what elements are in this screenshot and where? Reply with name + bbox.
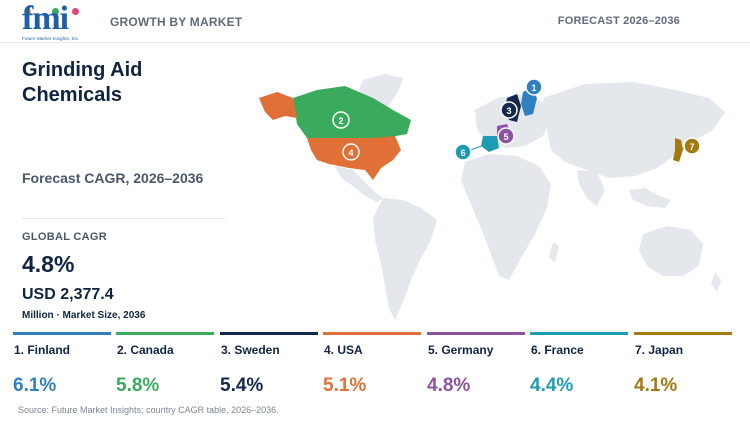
- svg-text:2: 2: [338, 116, 343, 126]
- alaska-shape: [259, 92, 297, 120]
- logo-tagline: Future Market Insights, Inc.: [22, 36, 80, 41]
- country-card-germany: 5. Germany 4.8%: [427, 332, 525, 402]
- country-color-bar: [220, 332, 318, 335]
- svg-text:6: 6: [460, 148, 465, 158]
- country-card-canada: 2. Canada 5.8%: [116, 332, 214, 402]
- market-size-value: USD 2,377.4: [22, 286, 114, 303]
- fmi-logo[interactable]: fmi Future Market Insights, Inc.: [22, 2, 94, 42]
- report-subtitle: Forecast CAGR, 2026–2036: [22, 170, 204, 186]
- country-color-bar: [13, 332, 111, 335]
- source-note: Source: Future Market Insights; country …: [18, 405, 279, 415]
- global-cagr-value: 4.8%: [22, 251, 75, 277]
- header-bar: fmi Future Market Insights, Inc. GROWTH …: [0, 0, 750, 43]
- marker-sweden[interactable]: 3: [500, 101, 518, 119]
- south-america-shape: [373, 198, 437, 320]
- japan-shape: [673, 138, 683, 162]
- market-size-unit: Million · Market Size, 2036: [22, 310, 146, 321]
- southeast-asia-shape: [629, 188, 671, 208]
- country-name: 6. France: [531, 343, 584, 357]
- australia-shape: [639, 226, 703, 276]
- marker-germany[interactable]: 5: [497, 127, 515, 145]
- asia-shape: [543, 82, 725, 178]
- country-cagr-value: 6.1%: [13, 375, 57, 396]
- world-map: 1 2 3 4 5 6 7: [259, 74, 725, 320]
- country-color-bar: [634, 332, 732, 335]
- country-name: 3. Sweden: [221, 343, 280, 357]
- marker-finland[interactable]: 1: [525, 78, 543, 96]
- country-card-france: 6. France 4.4%: [530, 332, 628, 402]
- growth-by-market-label: GROWTH BY MARKET: [110, 15, 243, 29]
- country-card-usa: 4. USA 5.1%: [323, 332, 421, 402]
- country-cagr-value: 5.1%: [323, 375, 367, 396]
- country-color-bar: [427, 332, 525, 335]
- country-color-bar: [116, 332, 214, 335]
- forecast-period-label: FORECAST 2026–2036: [557, 15, 680, 27]
- marker-usa[interactable]: 4: [342, 143, 360, 161]
- country-name: 1. Finland: [14, 343, 71, 357]
- country-color-bar: [530, 332, 628, 335]
- svg-text:1: 1: [531, 83, 536, 93]
- france-shape: [481, 136, 499, 152]
- marker-france[interactable]: 6: [454, 143, 472, 161]
- country-name: 7. Japan: [635, 343, 684, 357]
- country-name: 2. Canada: [117, 343, 174, 357]
- country-cagr-row: 1. Finland 6.1% 2. Canada 5.8% 3. Sweden…: [0, 332, 750, 402]
- country-cagr-value: 4.8%: [427, 375, 471, 396]
- divider: [22, 218, 225, 219]
- country-name: 4. USA: [324, 343, 363, 357]
- canada-shape: [293, 86, 411, 138]
- svg-text:4: 4: [348, 148, 353, 158]
- country-cagr-value: 5.4%: [220, 375, 264, 396]
- logo-dots: [22, 8, 94, 16]
- country-card-sweden: 3. Sweden 5.4%: [220, 332, 318, 402]
- global-cagr-label: GLOBAL CAGR: [22, 231, 107, 243]
- madagascar-shape: [549, 242, 559, 262]
- country-cagr-value: 4.1%: [634, 375, 678, 396]
- central-america-shape: [335, 166, 383, 202]
- country-card-japan: 7. Japan 4.1%: [634, 332, 732, 402]
- country-name: 5. Germany: [428, 343, 494, 357]
- africa-shape: [461, 154, 551, 280]
- india-shape: [577, 170, 605, 206]
- country-markers: 1 2 3 4 5 6 7: [332, 78, 701, 161]
- country-card-finland: 1. Finland 6.1%: [13, 332, 111, 402]
- svg-text:5: 5: [503, 132, 508, 142]
- report-title: Grinding Aid Chemicals: [22, 59, 143, 106]
- marker-japan[interactable]: 7: [683, 137, 701, 155]
- country-color-bar: [323, 332, 421, 335]
- country-cagr-value: 5.8%: [116, 375, 160, 396]
- svg-text:3: 3: [506, 106, 511, 116]
- marker-canada[interactable]: 2: [332, 111, 350, 129]
- country-cagr-value: 4.4%: [530, 375, 574, 396]
- svg-text:7: 7: [689, 142, 694, 152]
- logo-wordmark: fmi: [22, 0, 69, 37]
- new-zealand-shape: [711, 272, 721, 292]
